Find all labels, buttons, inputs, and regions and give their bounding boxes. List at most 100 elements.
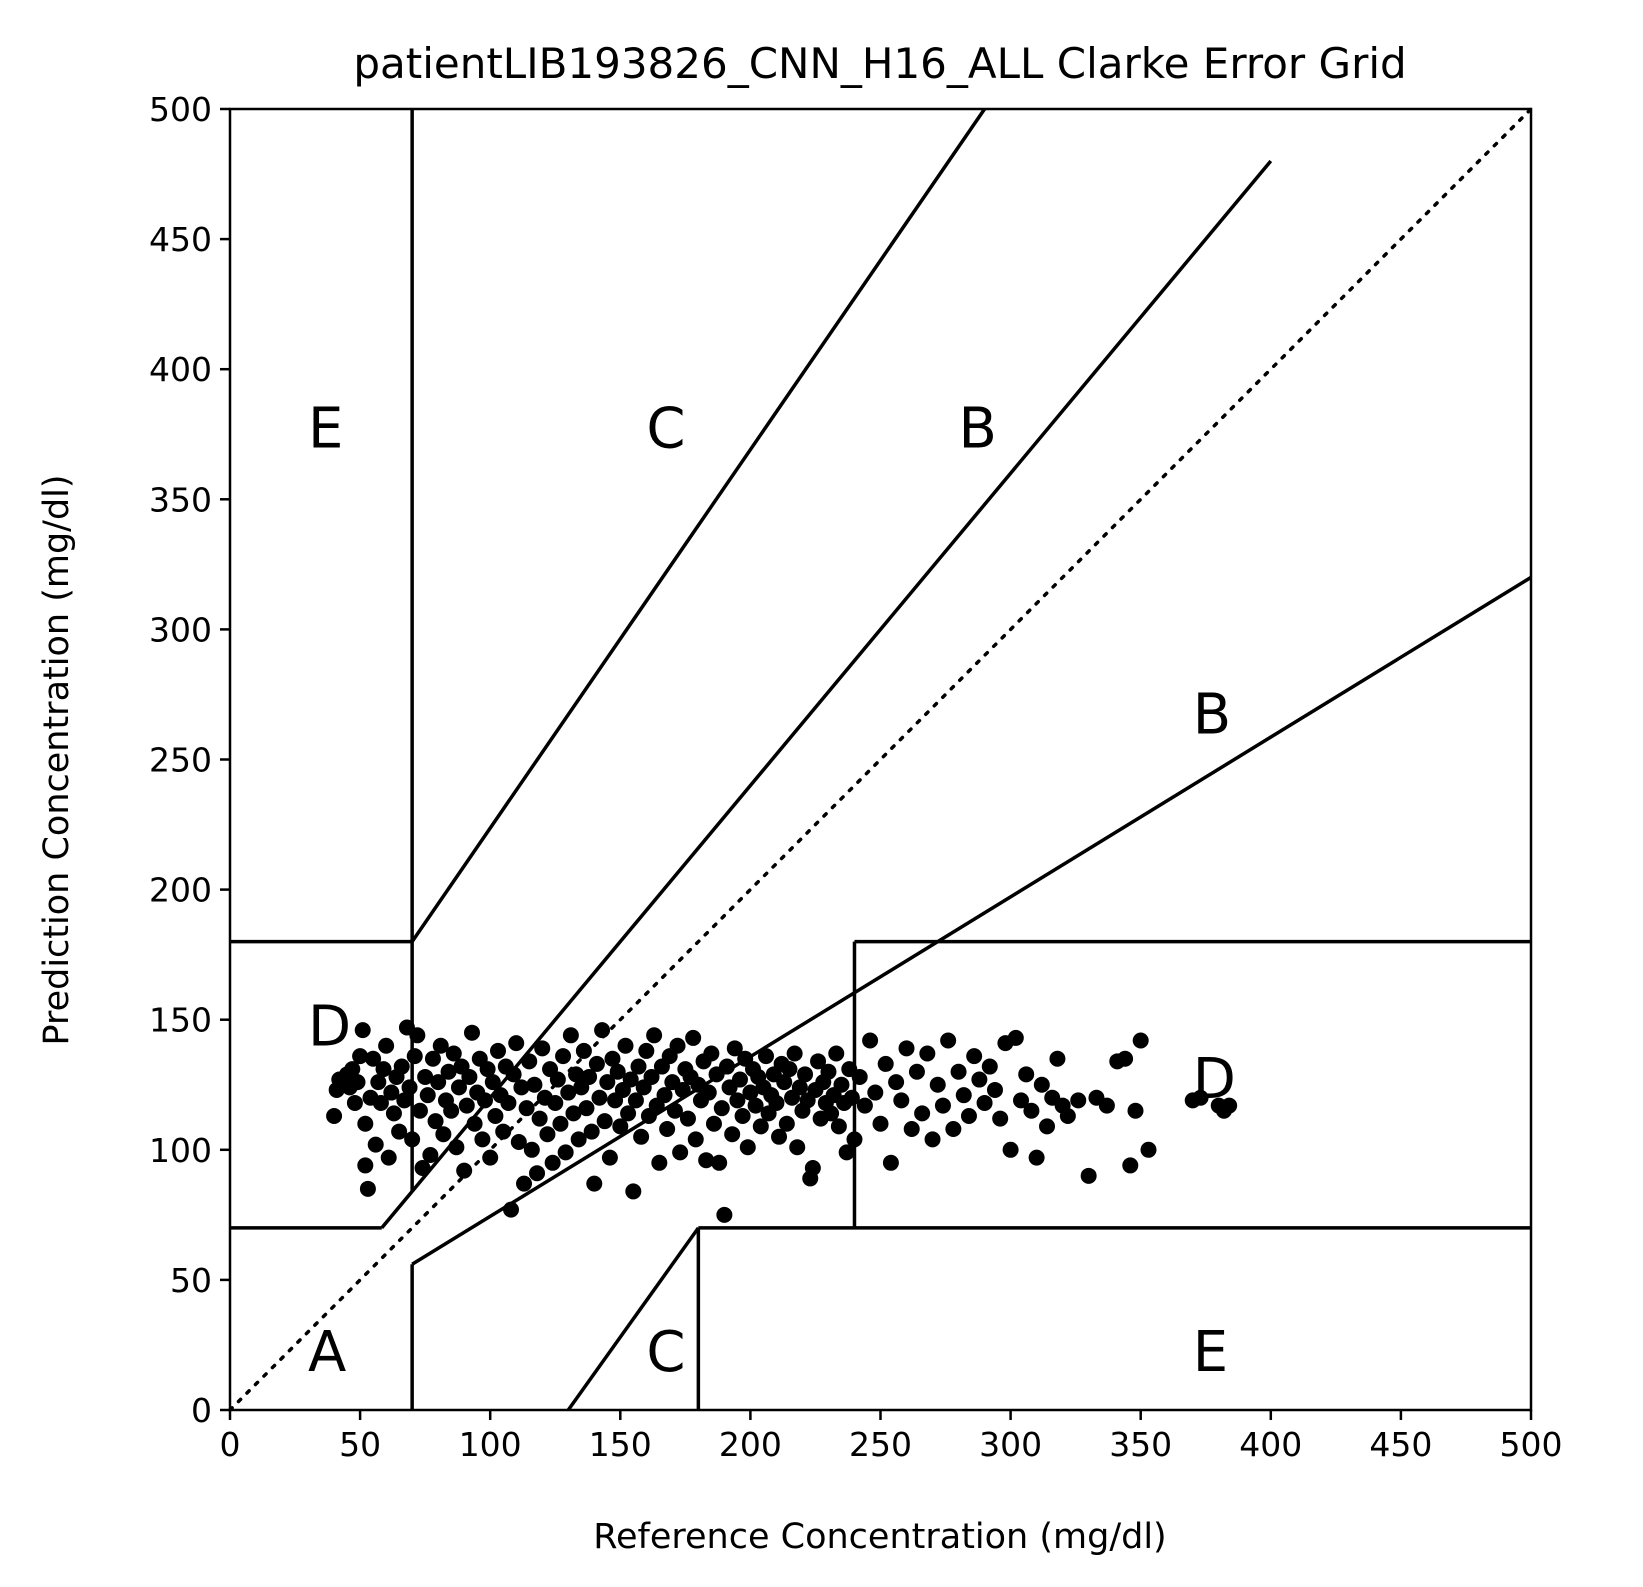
x-axis: 0 50 100 150 200 250 300 350 400 450 500	[220, 1410, 1563, 1464]
data-point	[786, 1045, 803, 1062]
data-point	[443, 1102, 460, 1119]
data-point	[934, 1097, 951, 1114]
y-axis: 0 50 100 150 200 250 300 350 400 450 500	[149, 90, 230, 1430]
data-point	[552, 1115, 569, 1132]
data-point	[357, 1115, 374, 1132]
data-point	[555, 1048, 572, 1065]
data-point	[560, 1084, 577, 1101]
data-point	[326, 1107, 343, 1124]
data-point	[476, 1092, 493, 1109]
data-point	[659, 1120, 676, 1137]
data-point	[516, 1175, 533, 1192]
zone-label-C: C	[646, 1320, 685, 1385]
data-point	[570, 1131, 587, 1148]
data-point	[531, 1110, 548, 1127]
data-point	[981, 1058, 998, 1075]
x-tick-label: 350	[1109, 1425, 1172, 1464]
data-point	[393, 1058, 410, 1075]
data-point	[823, 1105, 840, 1122]
data-point	[380, 1149, 397, 1166]
data-point	[633, 1128, 650, 1145]
x-tick-label: 150	[589, 1425, 652, 1464]
data-point	[461, 1068, 478, 1085]
data-point	[966, 1048, 983, 1065]
data-point	[432, 1037, 449, 1054]
y-tick-label: 250	[149, 741, 212, 780]
zone-label-B: B	[1193, 682, 1231, 747]
data-point	[487, 1107, 504, 1124]
data-point	[1221, 1097, 1238, 1114]
data-point	[463, 1024, 480, 1041]
data-point	[490, 1042, 507, 1059]
zone-label-D: D	[308, 995, 351, 1060]
data-point	[950, 1063, 967, 1080]
data-point	[1098, 1097, 1115, 1114]
data-point	[1013, 1092, 1030, 1109]
data-point	[672, 1144, 689, 1161]
data-point	[791, 1079, 808, 1096]
data-point	[820, 1063, 837, 1080]
data-point	[731, 1071, 748, 1088]
data-point	[359, 1180, 376, 1197]
y-axis-label: Prediction Concentration (mg/dl)	[37, 474, 77, 1045]
data-point	[539, 1126, 556, 1143]
data-point	[508, 1035, 525, 1052]
data-point	[893, 1092, 910, 1109]
data-point	[1059, 1107, 1076, 1124]
data-point	[742, 1084, 759, 1101]
data-point	[357, 1157, 374, 1174]
y-tick-label: 500	[149, 90, 212, 129]
zone-label-D: D	[1193, 1047, 1236, 1112]
data-point	[810, 1053, 827, 1070]
data-point	[711, 1154, 728, 1171]
data-point	[703, 1045, 720, 1062]
data-point	[620, 1105, 637, 1122]
y-tick-label: 450	[149, 220, 212, 259]
data-point	[466, 1115, 483, 1132]
data-point	[768, 1094, 785, 1111]
x-tick-label: 400	[1239, 1425, 1302, 1464]
data-point	[971, 1071, 988, 1088]
data-point	[666, 1102, 683, 1119]
data-point	[370, 1074, 387, 1091]
data-point	[924, 1131, 941, 1148]
data-point	[687, 1131, 704, 1148]
data-point	[588, 1055, 605, 1072]
data-point	[523, 1141, 540, 1158]
data-point	[718, 1058, 735, 1075]
zone-line-A-upper	[380, 159, 1273, 1229]
data-point	[726, 1040, 743, 1057]
data-point	[526, 1076, 543, 1093]
data-point	[562, 1027, 579, 1044]
data-point	[960, 1107, 977, 1124]
data-point	[1117, 1050, 1134, 1067]
data-point	[458, 1097, 475, 1114]
data-point	[396, 1092, 413, 1109]
data-point	[568, 1066, 585, 1083]
data-point	[505, 1066, 522, 1083]
data-point	[955, 1087, 972, 1104]
data-point	[1023, 1102, 1040, 1119]
data-point	[771, 1128, 788, 1145]
data-point	[776, 1074, 793, 1091]
data-point	[1080, 1167, 1097, 1184]
scatter-points	[326, 1019, 1238, 1223]
data-point	[414, 1160, 431, 1177]
data-point	[646, 1027, 663, 1044]
data-point	[500, 1094, 517, 1111]
data-point	[409, 1027, 426, 1044]
data-point	[609, 1063, 626, 1080]
data-point	[612, 1118, 629, 1135]
data-point	[617, 1037, 634, 1054]
data-point	[940, 1032, 957, 1049]
data-point	[365, 1050, 382, 1067]
data-point	[604, 1050, 621, 1067]
y-tick-label: 50	[170, 1261, 212, 1300]
data-point	[758, 1048, 775, 1065]
data-point	[1033, 1076, 1050, 1093]
data-point	[698, 1152, 715, 1169]
data-point	[534, 1040, 551, 1057]
data-point	[882, 1154, 899, 1171]
y-tick-label: 200	[149, 871, 212, 910]
x-tick-label: 0	[220, 1425, 241, 1464]
